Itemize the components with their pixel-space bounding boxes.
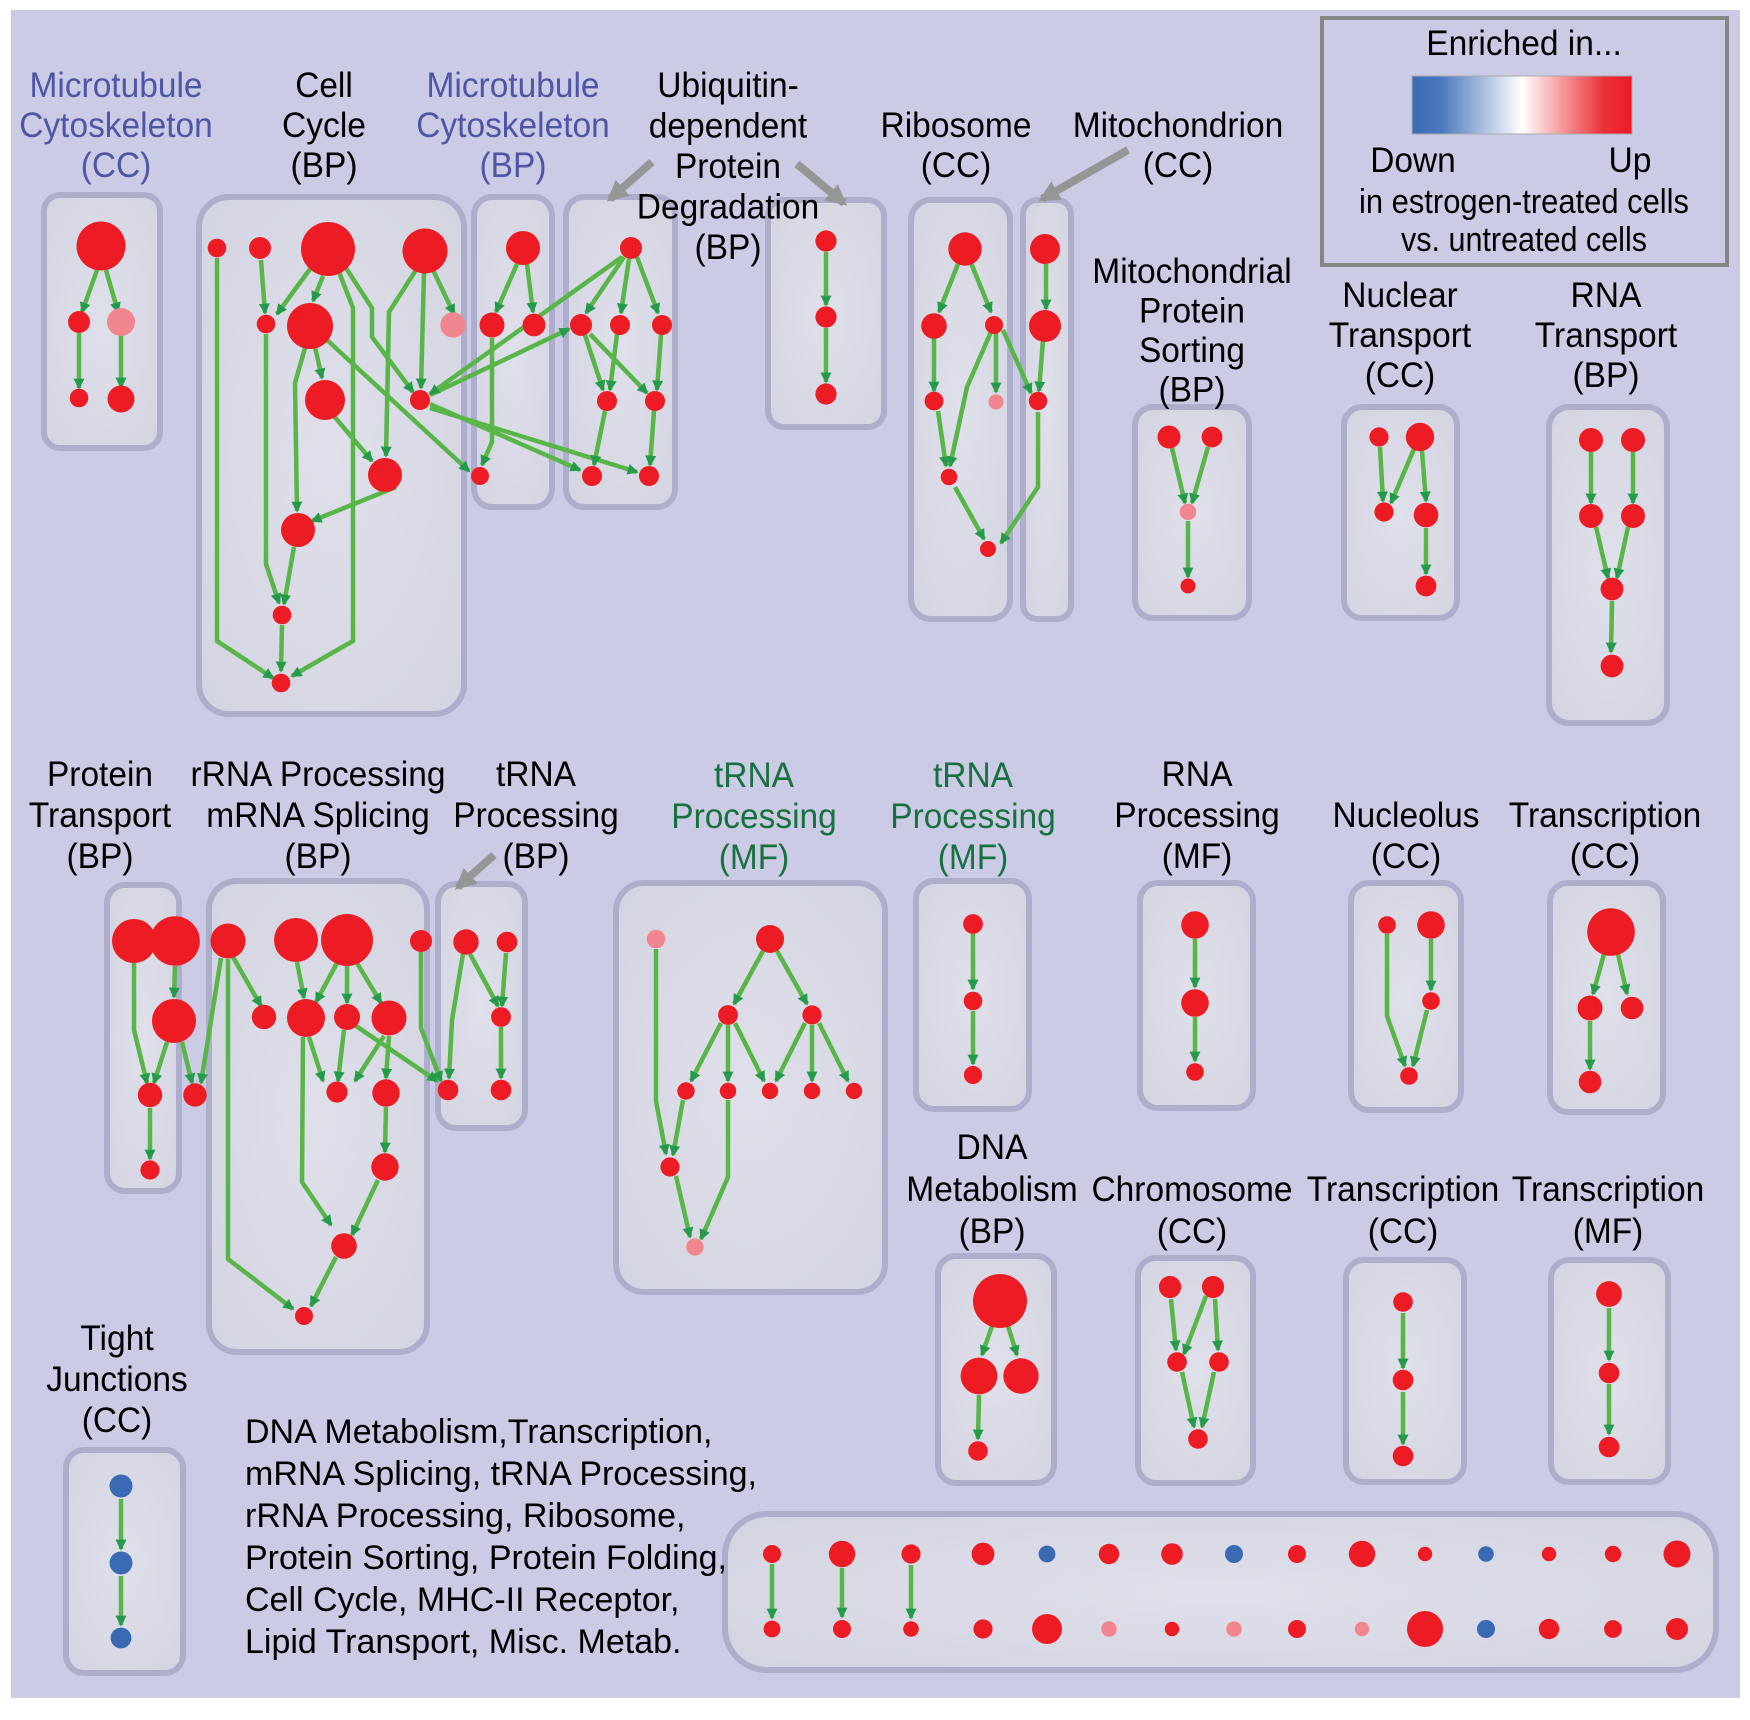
- svg-text:Transport: Transport: [29, 796, 172, 835]
- svg-text:Metabolism: Metabolism: [906, 1170, 1078, 1209]
- svg-text:Processing: Processing: [1114, 796, 1280, 835]
- svg-text:Degradation: Degradation: [637, 188, 820, 227]
- svg-text:(MF): (MF): [719, 838, 790, 877]
- svg-text:Mitochondrial: Mitochondrial: [1092, 252, 1292, 291]
- svg-text:RNA: RNA: [1571, 276, 1643, 315]
- svg-text:Ubiquitin-: Ubiquitin-: [657, 66, 799, 105]
- svg-text:rRNA Processing: rRNA Processing: [191, 755, 446, 794]
- svg-text:(CC): (CC): [1365, 356, 1436, 395]
- svg-text:mRNA Splicing, tRNA Processing: mRNA Splicing, tRNA Processing,: [245, 1455, 757, 1493]
- svg-text:(CC): (CC): [1371, 837, 1442, 876]
- svg-text:Protein: Protein: [675, 147, 781, 186]
- svg-text:(CC): (CC): [1570, 837, 1641, 876]
- svg-text:(BP): (BP): [480, 146, 547, 185]
- svg-text:Processing: Processing: [671, 797, 837, 836]
- svg-text:Protein Sorting, Protein Foldi: Protein Sorting, Protein Folding,: [245, 1539, 727, 1577]
- svg-text:(CC): (CC): [1368, 1212, 1439, 1251]
- svg-text:Chromosome: Chromosome: [1092, 1170, 1293, 1209]
- svg-text:Ribosome: Ribosome: [881, 106, 1032, 145]
- svg-text:Up: Up: [1609, 141, 1652, 180]
- svg-text:(BP): (BP): [1159, 371, 1226, 410]
- svg-text:(BP): (BP): [67, 837, 134, 876]
- svg-text:(BP): (BP): [503, 837, 570, 876]
- svg-text:Cycle: Cycle: [282, 106, 366, 145]
- svg-text:Microtubule: Microtubule: [427, 66, 600, 105]
- svg-text:Down: Down: [1370, 141, 1456, 180]
- svg-text:(MF): (MF): [1162, 837, 1233, 876]
- svg-text:vs. untreated cells: vs. untreated cells: [1401, 221, 1647, 259]
- svg-text:DNA: DNA: [957, 1128, 1029, 1167]
- svg-text:Mitochondrion: Mitochondrion: [1073, 106, 1284, 145]
- svg-text:Protein: Protein: [47, 755, 153, 794]
- svg-text:Cytoskeleton: Cytoskeleton: [416, 106, 610, 145]
- svg-text:(BP): (BP): [291, 146, 358, 185]
- svg-text:mRNA Splicing: mRNA Splicing: [206, 796, 430, 835]
- svg-text:tRNA: tRNA: [496, 755, 577, 794]
- svg-text:rRNA Processing, Ribosome,: rRNA Processing, Ribosome,: [245, 1497, 686, 1535]
- svg-text:Microtubule: Microtubule: [30, 66, 203, 105]
- svg-text:Cell: Cell: [295, 66, 353, 105]
- svg-text:RNA: RNA: [1162, 755, 1234, 794]
- svg-text:Nucleolus: Nucleolus: [1333, 796, 1480, 835]
- svg-text:in estrogen-treated cells: in estrogen-treated cells: [1359, 183, 1689, 221]
- svg-text:(CC): (CC): [1157, 1212, 1228, 1251]
- svg-text:Junctions: Junctions: [46, 1360, 188, 1399]
- svg-text:Cytoskeleton: Cytoskeleton: [19, 106, 213, 145]
- svg-text:Transcription: Transcription: [1307, 1170, 1500, 1209]
- svg-text:Sorting: Sorting: [1139, 331, 1245, 370]
- svg-text:(CC): (CC): [81, 146, 152, 185]
- svg-text:DNA Metabolism,Transcription,: DNA Metabolism,Transcription,: [245, 1413, 713, 1451]
- svg-text:Cell Cycle, MHC-II Receptor,: Cell Cycle, MHC-II Receptor,: [245, 1581, 680, 1619]
- svg-text:Protein: Protein: [1139, 292, 1245, 331]
- svg-text:(MF): (MF): [1573, 1212, 1644, 1251]
- svg-text:Nuclear: Nuclear: [1342, 276, 1458, 315]
- svg-text:Transport: Transport: [1329, 316, 1472, 355]
- svg-text:Transcription: Transcription: [1509, 796, 1702, 835]
- svg-text:(CC): (CC): [1143, 146, 1214, 185]
- svg-text:Tight: Tight: [80, 1319, 154, 1358]
- svg-text:Processing: Processing: [453, 796, 619, 835]
- svg-text:Transcription: Transcription: [1512, 1170, 1705, 1209]
- svg-text:(BP): (BP): [959, 1212, 1026, 1251]
- svg-text:Transport: Transport: [1535, 316, 1678, 355]
- svg-text:(BP): (BP): [695, 228, 762, 267]
- svg-text:(CC): (CC): [921, 146, 992, 185]
- svg-text:(BP): (BP): [285, 837, 352, 876]
- svg-text:Lipid Transport, Misc. Metab.: Lipid Transport, Misc. Metab.: [245, 1623, 682, 1661]
- svg-text:Processing: Processing: [890, 797, 1056, 836]
- svg-text:tRNA: tRNA: [714, 756, 795, 795]
- svg-text:tRNA: tRNA: [933, 756, 1014, 795]
- svg-text:(BP): (BP): [1573, 356, 1640, 395]
- svg-text:dependent: dependent: [649, 107, 808, 146]
- svg-text:(MF): (MF): [938, 838, 1009, 877]
- svg-text:Enriched in...: Enriched in...: [1426, 24, 1622, 63]
- svg-text:(CC): (CC): [82, 1401, 153, 1440]
